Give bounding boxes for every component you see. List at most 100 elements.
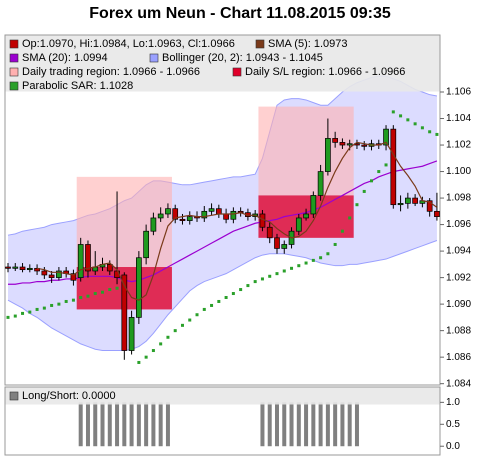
sar-dot: [144, 355, 148, 359]
sar-dot: [6, 315, 10, 319]
candle-body: [332, 138, 338, 143]
candle-body: [281, 244, 288, 249]
legend-box: [5, 35, 440, 92]
legend-label: Op:1.0970, Hi:1.0984, Lo:1.0963, Cl:1.09…: [22, 38, 235, 50]
signal-bar: [296, 402, 301, 447]
candle-body: [85, 244, 91, 272]
candle-body: [295, 217, 302, 232]
signal-bar: [122, 402, 127, 447]
y-tick-label: 1.096: [446, 219, 471, 230]
candle-body: [41, 270, 48, 276]
candle-body: [143, 230, 149, 259]
y-tick-label: 1.090: [446, 299, 471, 310]
sar-dot: [340, 229, 344, 233]
candle-body: [426, 200, 433, 212]
signal-bar: [78, 402, 83, 447]
sar-dot: [435, 132, 439, 136]
candle-body: [397, 203, 404, 206]
y-tick-label: 1.104: [446, 113, 471, 124]
y-tick-label: 1.106: [446, 87, 471, 98]
y-tick-label: 1.102: [446, 140, 471, 151]
sar-dot: [391, 110, 395, 114]
signal-bar: [129, 402, 134, 447]
legend-swatch: [9, 81, 19, 91]
trading-region: [258, 106, 354, 196]
candle-body: [230, 210, 237, 220]
signal-bar: [85, 402, 90, 447]
sar-dot: [326, 252, 330, 256]
sar-dot: [42, 306, 46, 310]
candle-body: [274, 237, 280, 249]
candle-body: [201, 210, 208, 219]
sar-dot: [275, 272, 279, 276]
sar-dot: [231, 292, 235, 296]
candle-body: [310, 195, 317, 215]
legend-label: Daily S/L region: 1.0966 - 1.0966: [245, 66, 405, 78]
y-tick-label: 0.0: [446, 441, 460, 452]
sar-dot: [166, 335, 170, 339]
legend-label: Daily trading region: 1.0966 - 1.0966: [22, 66, 200, 78]
sar-dot: [108, 288, 112, 292]
sar-dot: [64, 299, 68, 303]
y-tick-label: 1.0: [446, 397, 460, 408]
signal-bar: [354, 402, 359, 447]
legend-label: SMA (20): 1.0994: [22, 52, 108, 64]
signal-bar: [318, 402, 323, 447]
candle-body: [56, 270, 62, 278]
candle-body: [5, 266, 11, 269]
y-tick-label: 0.5: [446, 419, 460, 430]
sar-dot: [21, 311, 25, 315]
signal-bar: [274, 402, 279, 447]
sar-dot: [319, 256, 323, 260]
sar-dot: [35, 307, 39, 311]
sar-dot: [260, 277, 264, 281]
sar-dot: [210, 303, 214, 307]
legend-label: SMA (5): 1.0973: [268, 38, 348, 50]
candle-body: [77, 244, 84, 278]
candle-body: [325, 138, 331, 172]
legend-swatch: [255, 39, 265, 49]
signal-bar: [136, 402, 141, 447]
candle-body: [106, 264, 113, 272]
trading-region: [76, 176, 172, 268]
signal-bar: [340, 402, 345, 447]
legend-label: Long/Short: 0.0000: [22, 390, 116, 402]
sar-dot: [362, 189, 366, 193]
legend-label: Parabolic SAR: 1.1028: [22, 80, 133, 92]
bollinger-lower: [7, 240, 438, 352]
chart-title: Forex um Neun - Chart 11.08.2015 09:35: [89, 5, 391, 22]
candle-body: [412, 197, 418, 204]
candle-body: [339, 142, 346, 146]
signal-bar: [260, 402, 265, 447]
y-tick-label: 1.088: [446, 325, 471, 336]
candle-body: [405, 197, 411, 204]
sar-dot: [173, 329, 177, 333]
sar-dot: [297, 264, 301, 268]
signal-bar: [347, 402, 352, 447]
sar-dot: [93, 292, 97, 296]
candle-body: [150, 217, 157, 232]
candle-body: [165, 208, 171, 215]
y-tick-label: 1.084: [446, 378, 471, 389]
sar-dot: [137, 360, 141, 364]
candle-body: [346, 143, 353, 146]
y-tick-label: 1.100: [446, 166, 471, 177]
signal-bar: [107, 402, 112, 447]
y-tick-label: 1.094: [446, 246, 471, 257]
sar-dot: [355, 203, 359, 207]
sar-dot: [304, 261, 308, 265]
legend-label: Bollinger (20, 2): 1.0943 - 1.1045: [162, 52, 323, 64]
sar-dot: [268, 274, 272, 278]
legend-box: [5, 387, 440, 405]
sar-dot: [333, 242, 337, 246]
signal-bar: [115, 402, 120, 447]
legend-swatch: [9, 391, 19, 401]
sar-dot: [202, 307, 206, 311]
candle-body: [390, 128, 397, 206]
sar-dot: [13, 314, 17, 318]
candle-body: [259, 213, 266, 228]
legend-swatch: [9, 53, 19, 63]
sar-dot: [86, 294, 90, 298]
candle-body: [303, 213, 309, 219]
sar-dot: [239, 288, 243, 292]
